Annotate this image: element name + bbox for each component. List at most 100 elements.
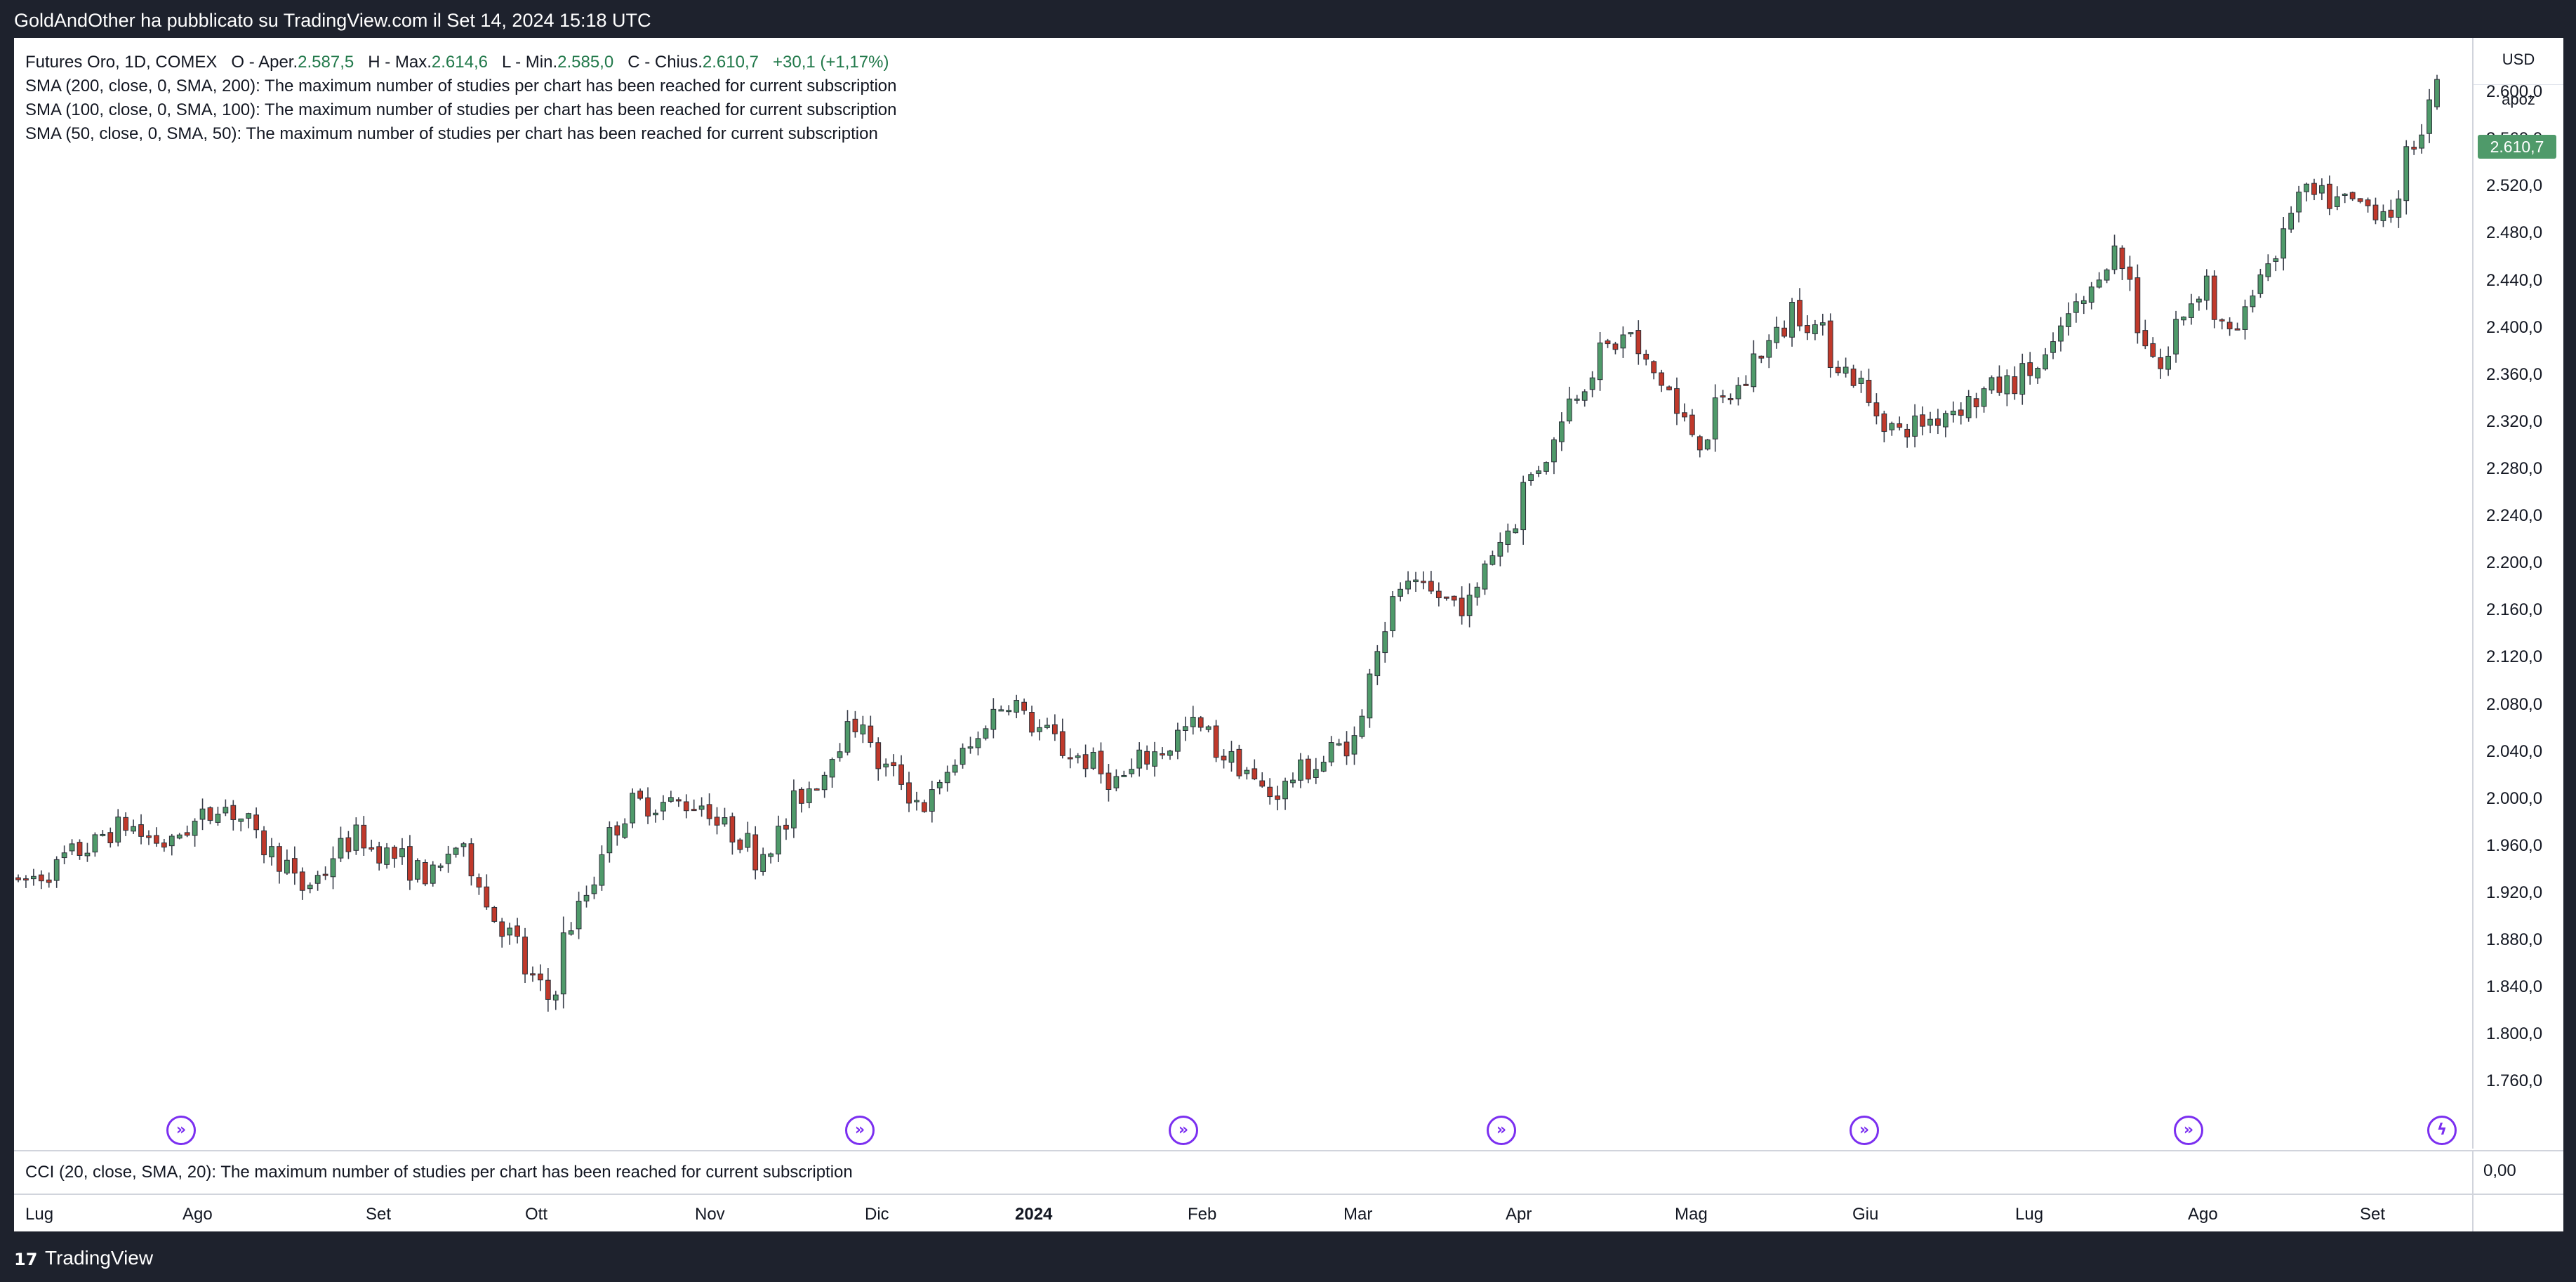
candle-up[interactable] xyxy=(2058,325,2064,342)
candle-up[interactable] xyxy=(2181,316,2186,321)
candle-up[interactable] xyxy=(1282,781,1288,800)
candle-down[interactable] xyxy=(1144,751,1150,765)
candle-down[interactable] xyxy=(15,877,21,880)
candle-up[interactable] xyxy=(2403,146,2410,201)
candle-up[interactable] xyxy=(1789,301,1795,338)
candle-up[interactable] xyxy=(1489,555,1496,565)
candle-up[interactable] xyxy=(1167,751,1173,756)
candle-up[interactable] xyxy=(722,817,728,825)
candle-up[interactable] xyxy=(2257,274,2264,294)
candle-up[interactable] xyxy=(2319,185,2325,194)
candle-up[interactable] xyxy=(215,814,221,823)
candle-up[interactable] xyxy=(307,885,313,890)
study-sma-200[interactable]: SMA (200, close, 0, SMA, 200): The maxim… xyxy=(25,77,897,95)
candle-down[interactable] xyxy=(2365,199,2371,206)
candle-up[interactable] xyxy=(92,834,98,853)
candle-up[interactable] xyxy=(1505,530,1511,545)
candle-up[interactable] xyxy=(238,818,244,822)
candle-up[interactable] xyxy=(660,802,666,812)
candle-down[interactable] xyxy=(484,886,490,908)
candle-up[interactable] xyxy=(2434,79,2440,107)
candle-down[interactable] xyxy=(2158,357,2164,369)
candle-down[interactable] xyxy=(361,824,367,849)
candle-down[interactable] xyxy=(1221,755,1227,761)
candle-up[interactable] xyxy=(1858,378,1864,384)
candle-down[interactable] xyxy=(2388,209,2394,218)
candle-up[interactable] xyxy=(1413,579,1419,583)
candle-down[interactable] xyxy=(538,973,543,981)
candle-up[interactable] xyxy=(1405,581,1411,590)
candle-up[interactable] xyxy=(1528,474,1534,482)
candle-down[interactable] xyxy=(898,764,904,785)
candle-up[interactable] xyxy=(2066,313,2071,327)
candle-down[interactable] xyxy=(376,846,383,864)
candle-down[interactable] xyxy=(1267,786,1273,798)
candle-up[interactable] xyxy=(1205,726,1211,730)
candle-up[interactable] xyxy=(837,751,843,758)
candle-down[interactable] xyxy=(1827,320,1833,368)
candle-up[interactable] xyxy=(975,738,981,748)
candle-down[interactable] xyxy=(392,847,397,859)
candle-up[interactable] xyxy=(745,833,751,848)
candle-up[interactable] xyxy=(100,833,106,836)
candle-down[interactable] xyxy=(1451,595,1457,601)
candle-up[interactable] xyxy=(1735,385,1741,399)
dividend-event-icon[interactable]: » xyxy=(166,1116,196,1145)
price-chart-svg[interactable] xyxy=(14,38,2472,1149)
candle-down[interactable] xyxy=(77,842,83,856)
candle-down[interactable] xyxy=(107,832,114,844)
candle-up[interactable] xyxy=(583,894,590,901)
candle-down[interactable] xyxy=(1659,372,1664,386)
candle-up[interactable] xyxy=(2165,355,2171,370)
candle-up[interactable] xyxy=(2288,213,2295,230)
candle-up[interactable] xyxy=(2296,191,2302,213)
candle-up[interactable] xyxy=(131,826,136,832)
candle-up[interactable] xyxy=(698,805,705,810)
candle-up[interactable] xyxy=(1536,470,1541,474)
candle-down[interactable] xyxy=(906,782,912,804)
candle-up[interactable] xyxy=(69,843,75,852)
candle-up[interactable] xyxy=(1190,716,1196,727)
candle-down[interactable] xyxy=(1635,330,1642,355)
candle-up[interactable] xyxy=(1044,725,1050,728)
candle-down[interactable] xyxy=(645,797,651,817)
candle-up[interactable] xyxy=(668,797,674,802)
candle-down[interactable] xyxy=(1197,717,1204,728)
candle-down[interactable] xyxy=(1106,772,1112,790)
candle-up[interactable] xyxy=(2203,275,2210,301)
candle-down[interactable] xyxy=(422,861,428,885)
candle-down[interactable] xyxy=(1935,418,1941,426)
candle-up[interactable] xyxy=(606,827,613,854)
candle-up[interactable] xyxy=(936,781,943,788)
candle-up[interactable] xyxy=(176,834,182,839)
candle-down[interactable] xyxy=(737,839,743,850)
candle-down[interactable] xyxy=(1958,409,1964,416)
candle-up[interactable] xyxy=(399,848,405,857)
candle-up[interactable] xyxy=(1359,715,1365,737)
candle-up[interactable] xyxy=(168,835,175,847)
candle-up[interactable] xyxy=(1037,727,1042,732)
candle-up[interactable] xyxy=(1136,749,1143,769)
candle-up[interactable] xyxy=(2334,196,2340,207)
candle-up[interactable] xyxy=(1390,596,1396,631)
candle-up[interactable] xyxy=(192,821,198,836)
candle-down[interactable] xyxy=(1682,412,1687,418)
candle-down[interactable] xyxy=(2012,376,2018,395)
candle-up[interactable] xyxy=(460,843,467,847)
candle-down[interactable] xyxy=(2119,247,2125,270)
candle-up[interactable] xyxy=(576,901,582,930)
candle-up[interactable] xyxy=(1812,324,1818,334)
candle-down[interactable] xyxy=(1252,768,1258,779)
candle-down[interactable] xyxy=(1897,423,1903,428)
candle-up[interactable] xyxy=(1543,462,1549,472)
candle-down[interactable] xyxy=(1904,428,1911,437)
cci-label[interactable]: CCI (20, close, SMA, 20): The maximum nu… xyxy=(25,1163,853,1182)
candle-up[interactable] xyxy=(599,854,605,886)
candle-up[interactable] xyxy=(2019,363,2026,395)
dividend-event-icon[interactable]: » xyxy=(1169,1116,1198,1145)
candle-up[interactable] xyxy=(821,774,828,791)
candle-up[interactable] xyxy=(2104,269,2110,281)
candle-down[interactable] xyxy=(814,788,820,791)
candle-up[interactable] xyxy=(53,859,60,881)
candle-up[interactable] xyxy=(1228,751,1235,763)
